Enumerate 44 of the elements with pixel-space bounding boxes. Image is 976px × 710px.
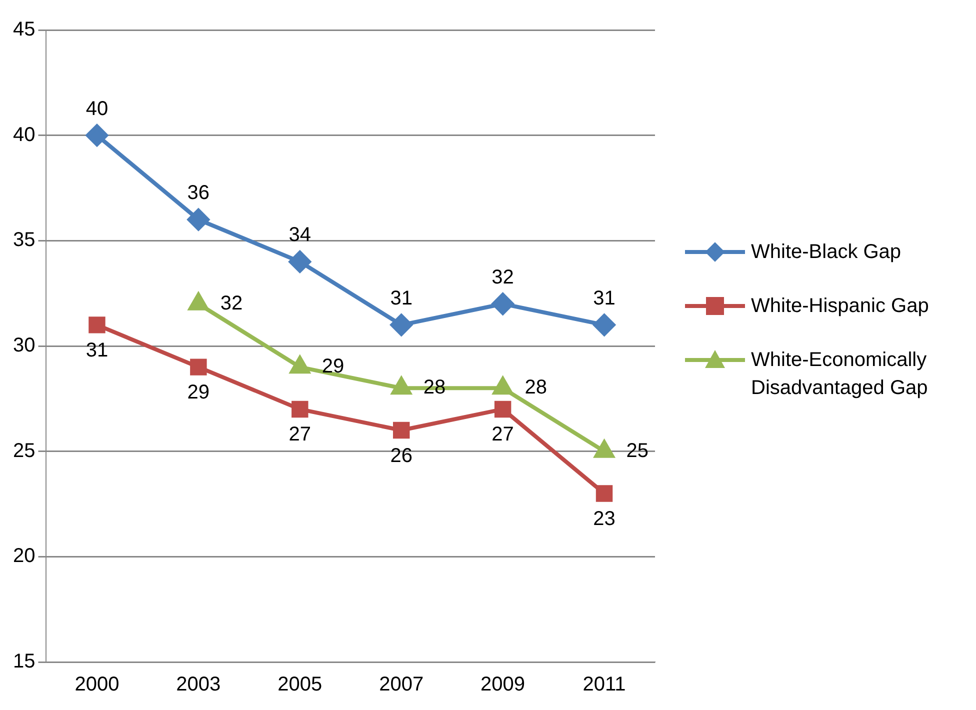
data-label: 29 (187, 382, 210, 404)
point (190, 358, 207, 376)
x-tick-label: 2009 (480, 674, 526, 696)
x-tick-label: 2011 (582, 674, 626, 696)
y-tick-label: 30 (12, 334, 36, 357)
x-tick-label: 2007 (379, 674, 424, 696)
x-tick-label: 2003 (176, 674, 221, 696)
point (187, 208, 210, 231)
point (88, 316, 106, 334)
point (288, 250, 311, 273)
point (596, 485, 613, 502)
data-label: 32 (220, 292, 243, 314)
y-tick-label: 20 (12, 545, 36, 568)
data-label: 31 (593, 287, 616, 310)
data-label: 31 (86, 339, 108, 362)
data-label: 23 (593, 508, 616, 530)
legend-label: White-Economically Disadvantaged Gap (751, 348, 929, 401)
x-tick-label: 2005 (278, 674, 322, 696)
data-label: 40 (86, 98, 108, 120)
data-label: 34 (288, 224, 312, 246)
y-tick-label: 25 (12, 440, 36, 462)
y-tick-label: 45 (12, 18, 36, 41)
data-label: 25 (626, 440, 649, 462)
point (494, 400, 512, 418)
point (392, 422, 410, 439)
data-label: 29 (322, 356, 344, 378)
x-tick-label: 2000 (74, 674, 120, 696)
data-label: 32 (492, 266, 514, 288)
point (593, 314, 616, 336)
point (492, 292, 514, 315)
legend-label: White-Hispanic Gap (751, 294, 929, 319)
legend-label: White-Black Gap (751, 240, 902, 265)
data-label: 28 (524, 376, 548, 399)
data-label: 27 (288, 424, 312, 446)
point (390, 314, 412, 336)
data-label: 31 (390, 287, 412, 310)
data-label: 26 (390, 444, 412, 467)
y-tick-label: 15 (12, 650, 36, 673)
y-tick-label: 35 (12, 229, 36, 252)
data-label: 27 (492, 424, 514, 446)
point (292, 400, 308, 418)
y-tick-label: 40 (12, 124, 36, 146)
point (86, 124, 108, 146)
data-label: 36 (187, 182, 210, 204)
